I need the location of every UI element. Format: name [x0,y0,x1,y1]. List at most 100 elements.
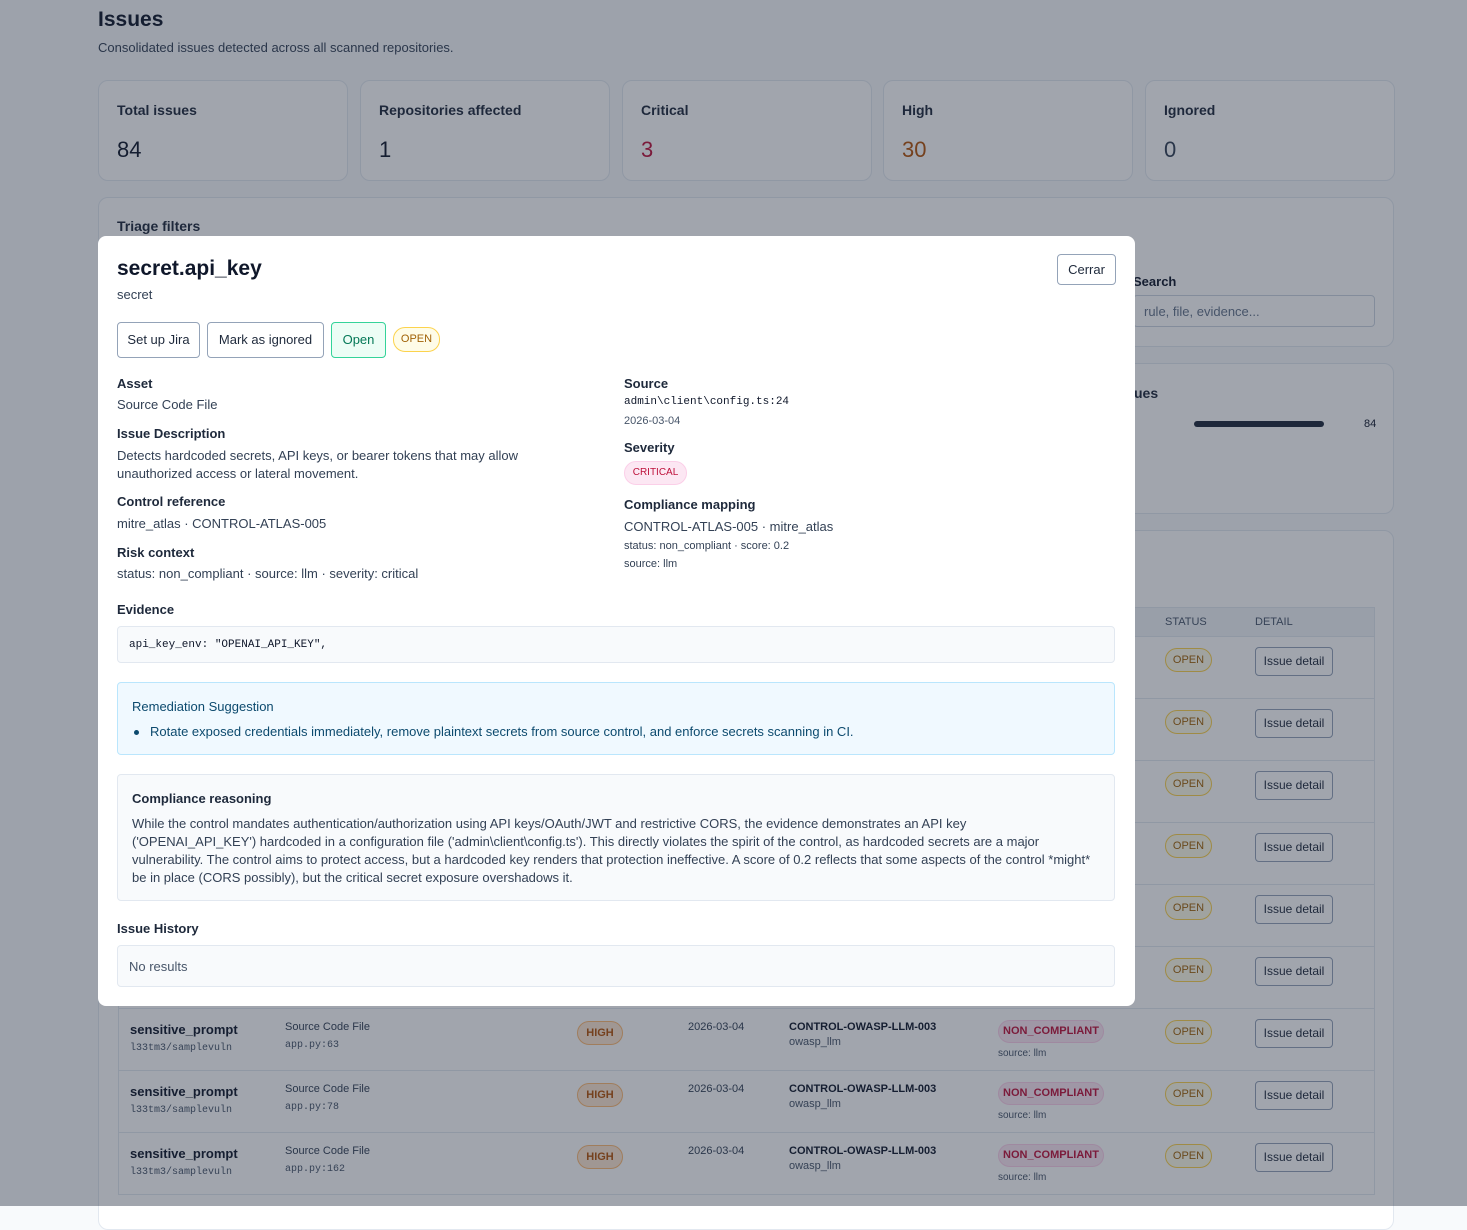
stat-value: 1 [379,137,392,162]
table-row: sensitive_prompt l33tm3/samplevuln Source … [118,1071,1375,1133]
bullet [134,730,139,735]
control: CONTROL-OWASP-LLM-003 [789,1083,937,1095]
modal-title: secret.api_key [117,257,262,280]
asset: Source Code File [285,1145,370,1157]
source: source: llm [998,1048,1047,1059]
stat-value: 30 [902,137,927,162]
header-detail: DETAIL [1255,616,1293,628]
asset: Source Code File [285,1083,370,1095]
header-status: STATUS [1165,616,1207,628]
stat-value: 84 [117,137,142,162]
control-value: mitre_atlas · CONTROL-ATLAS-005 [117,516,327,531]
framework: owasp_llm [789,1036,841,1048]
reasoning-title: Compliance reasoning [132,791,272,806]
framework: owasp_llm [789,1098,841,1110]
stat-label: Total issues [117,102,197,118]
source: source: llm [998,1172,1047,1183]
status-badge: OPEN [1165,710,1212,734]
date: 2026-03-04 [688,1083,745,1095]
date: 2026-03-04 [688,1145,745,1157]
compliance-badge: NON_COMPLIANT [998,1144,1104,1167]
close-button[interactable]: Cerrar [1057,254,1116,285]
search-placeholder: rule, file, evidence... [1144,304,1260,319]
asset: Source Code File [285,1021,370,1033]
compliance-value: CONTROL-ATLAS-005 · mitre_atlas [624,519,834,534]
detail-button[interactable]: Issue detail [1255,771,1333,800]
stat-card: Repositories affected 1 [360,80,610,181]
modal-subtitle: secret [117,287,153,302]
severity-badge: HIGH [577,1083,623,1107]
location: app.py:78 [285,1102,340,1113]
compliance-status: status: non_compliant · score: 0.2 [624,540,790,552]
history-empty: No results [129,959,188,974]
source-label: Source [624,376,669,391]
status-badge: OPEN [1165,1144,1212,1168]
stat-card: Critical 3 [622,80,872,181]
risk-label: Risk context [117,545,195,560]
source-path: admin\client\config.ts:24 [624,396,790,408]
severity-badge: CRITICAL [624,461,687,485]
compliance-label: Compliance mapping [624,497,756,512]
status-badge: OPEN [1165,772,1212,796]
detail-button[interactable]: Issue detail [1255,957,1333,986]
detail-button[interactable]: Issue detail [1255,833,1333,862]
table-row: sensitive_prompt l33tm3/samplevuln Source … [118,1009,1375,1071]
reasoning-text: While the control mandates authenticatio… [132,816,1091,885]
severity-badge: HIGH [577,1021,623,1045]
stat-value: 3 [641,137,654,162]
remediation-title: Remediation Suggestion [132,699,274,714]
stat-card: High 30 [883,80,1133,181]
location: app.py:162 [285,1164,346,1175]
summary-title: ues [1134,385,1159,401]
remediation-box: Remediation Suggestion Rotate exposed cr… [117,682,1115,755]
description-label: Issue Description [117,426,226,441]
status-badge: OPEN [393,327,440,352]
framework: owasp_llm [789,1160,841,1172]
remediation-item: Rotate exposed credentials immediately, … [150,724,854,739]
stat-label: Ignored [1164,102,1216,118]
filters-title: Triage filters [117,218,201,234]
stat-label: Repositories affected [379,102,522,118]
search-label: Search [1133,274,1177,289]
risk-value: status: non_compliant · source: llm · se… [117,566,419,581]
history-label: Issue History [117,921,199,936]
status-badge: OPEN [1165,1082,1212,1106]
detail-button[interactable]: Issue detail [1255,647,1333,676]
summary-bar [1194,421,1324,427]
detail-button[interactable]: Issue detail [1255,1081,1333,1110]
jira-button[interactable]: Set up Jira [117,322,200,358]
stat-label: High [902,102,934,118]
ignore-button[interactable]: Mark as ignored [207,322,324,358]
page-title: Issues [98,8,164,31]
repo: l33tm3/samplevuln [130,1167,233,1178]
reasoning-box: Compliance reasoning While the control m… [117,774,1115,901]
severity-label: Severity [624,440,675,455]
evidence-box: api_key_env: "OPENAI_API_KEY", [117,626,1115,663]
page-subtitle: Consolidated issues detected across all … [98,40,454,55]
severity-badge: HIGH [577,1145,623,1169]
compliance-badge: NON_COMPLIANT [998,1020,1104,1043]
date: 2026-03-04 [688,1021,745,1033]
status-badge: OPEN [1165,1020,1212,1044]
detail-button[interactable]: Issue detail [1255,709,1333,738]
description-value: Detects hardcoded secrets, API keys, or … [117,448,519,481]
rule-name: sensitive_prompt [130,1146,238,1161]
repo: l33tm3/samplevuln [130,1105,233,1116]
location: app.py:63 [285,1040,340,1051]
stat-label: Critical [641,102,689,118]
status-badge: OPEN [1165,834,1212,858]
status-badge: OPEN [1165,648,1212,672]
detail-button[interactable]: Issue detail [1255,1019,1333,1048]
rule-name: sensitive_prompt [130,1022,238,1037]
detail-button[interactable]: Issue detail [1255,895,1333,924]
stat-card: Total issues 84 [98,80,348,181]
evidence-code: api_key_env: "OPENAI_API_KEY", [129,639,328,651]
control: CONTROL-OWASP-LLM-003 [789,1145,937,1157]
rule-name: sensitive_prompt [130,1084,238,1099]
detail-button[interactable]: Issue detail [1255,1143,1333,1172]
summary-count: 84 [1364,418,1377,430]
open-button[interactable]: Open [331,322,386,358]
stat-value: 0 [1164,137,1177,162]
compliance-source: source: llm [624,558,678,570]
asset-value: Source Code File [117,397,218,412]
